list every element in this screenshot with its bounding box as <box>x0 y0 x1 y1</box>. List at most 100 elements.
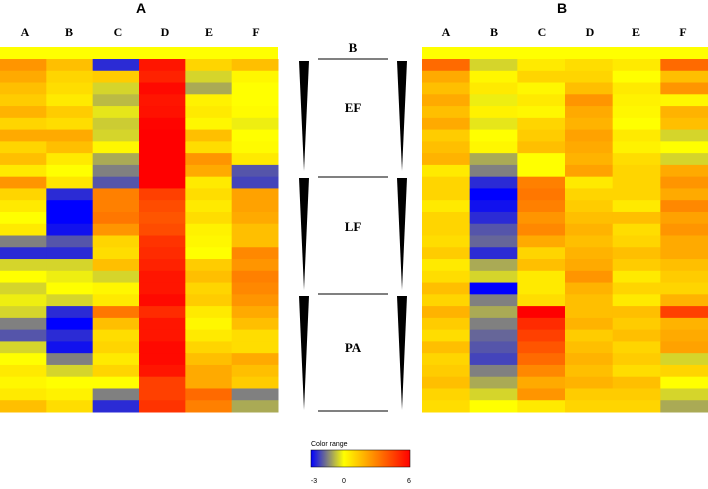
heatmap-cell <box>231 129 279 142</box>
heatmap-cell <box>231 317 279 331</box>
heatmap-cell <box>517 141 566 154</box>
heatmap-cell <box>0 211 47 225</box>
heatmap-cell <box>0 317 47 331</box>
heatmap-cell <box>139 329 186 342</box>
heatmap-cell <box>185 341 233 354</box>
heatmap-cell <box>139 247 186 260</box>
heatmap-cell <box>92 82 140 95</box>
heatmap-cell <box>0 164 47 178</box>
panel-a-heatmap <box>0 47 279 413</box>
heatmap-cell <box>185 141 233 154</box>
heatmap-cell <box>660 270 708 284</box>
heatmap-cell <box>92 247 140 260</box>
heatmap-cell <box>469 270 518 284</box>
group-label-ef: EF <box>344 100 362 115</box>
heatmap-cell <box>565 70 614 84</box>
heatmap-cell <box>517 117 566 131</box>
heatmap-cell <box>231 164 279 178</box>
heatmap-cell <box>92 106 140 119</box>
heatmap-cell <box>660 341 708 354</box>
heatmap-cell <box>422 329 471 342</box>
heatmap-cell <box>92 376 140 389</box>
heatmap-cell <box>185 59 233 72</box>
heatmap-cell <box>139 294 186 307</box>
heatmap-cell <box>0 188 47 201</box>
heatmap-cell <box>0 141 47 154</box>
heatmap-cell <box>185 400 233 413</box>
heatmap-cell <box>565 400 614 413</box>
heatmap-cell <box>0 235 47 248</box>
heatmap-cell <box>185 82 233 95</box>
heatmap-cell <box>422 106 471 119</box>
panel-a-col-label-e: E <box>204 25 213 39</box>
heatmap-cell <box>469 376 518 389</box>
heatmap-cell <box>422 117 471 131</box>
heatmap-cell <box>139 141 186 154</box>
heatmap-cell <box>0 176 47 189</box>
heatmap-cell <box>469 129 518 142</box>
heatmap-cell <box>517 388 566 401</box>
heatmap-cell <box>0 94 47 107</box>
panel-a-col-label-d: D <box>160 25 170 39</box>
heatmap-cell <box>92 188 140 201</box>
heatmap-cell <box>612 59 661 72</box>
heatmap-cell <box>0 294 47 307</box>
heatmap-cell <box>469 153 518 166</box>
heatmap-cell <box>422 164 471 178</box>
heatmap-cell <box>422 306 471 319</box>
heatmap-cell <box>612 306 661 319</box>
heatmap-cell <box>565 270 614 284</box>
heatmap-cell <box>0 247 47 260</box>
heatmap-cell <box>231 94 279 107</box>
heatmap-cell <box>46 200 94 213</box>
heatmap-cell <box>422 259 471 272</box>
heatmap-cell <box>46 94 94 107</box>
heatmap-cell <box>660 117 708 131</box>
panel-a-col-label-b: B <box>64 25 73 39</box>
heatmap-cell <box>92 364 140 378</box>
heatmap-cell <box>660 200 708 213</box>
heatmap-cell <box>517 164 566 178</box>
heatmap-cell <box>139 376 186 389</box>
heatmap-cell <box>46 188 94 201</box>
heatmap-cell <box>517 211 566 225</box>
heatmap-cell <box>517 200 566 213</box>
heatmap-cell <box>92 223 140 236</box>
heatmap-cell <box>469 282 518 295</box>
heatmap-cell <box>185 164 233 178</box>
heatmap-cell <box>185 388 233 401</box>
heatmap-cell <box>185 94 233 107</box>
heatmap-cell <box>231 400 279 413</box>
heatmap-cell <box>660 153 708 166</box>
heatmap-cell <box>46 129 94 142</box>
heatmap-cell <box>46 117 94 131</box>
heatmap-cell <box>46 270 94 284</box>
heatmap-cell <box>565 117 614 131</box>
heatmap-cell <box>0 153 47 166</box>
heatmap-cell <box>565 211 614 225</box>
heatmap-cell <box>231 270 279 284</box>
heatmap-cell <box>46 141 94 154</box>
heatmap-cell <box>139 211 186 225</box>
heatmap-cell <box>517 247 566 260</box>
panel-b-title: B <box>557 0 568 16</box>
heatmap-cell <box>565 106 614 119</box>
heatmap-cell <box>660 306 708 319</box>
heatmap-cell <box>422 188 471 201</box>
heatmap-cell <box>0 341 47 354</box>
heatmap-cell <box>517 400 566 413</box>
heatmap-cell <box>517 317 566 331</box>
heatmap-cell <box>660 294 708 307</box>
heatmap-cell <box>612 259 661 272</box>
heatmap-cell <box>139 353 186 366</box>
group-label-pa: PA <box>344 340 362 355</box>
heatmap-cell <box>0 129 47 142</box>
heatmap-cell <box>139 364 186 378</box>
heatmap-cell <box>612 341 661 354</box>
heatmap-cell <box>469 329 518 342</box>
heatmap-cell <box>469 176 518 189</box>
heatmap-cell <box>660 188 708 201</box>
heatmap-cell <box>469 211 518 225</box>
heatmap-cell <box>660 282 708 295</box>
heatmap-cell <box>231 235 279 248</box>
